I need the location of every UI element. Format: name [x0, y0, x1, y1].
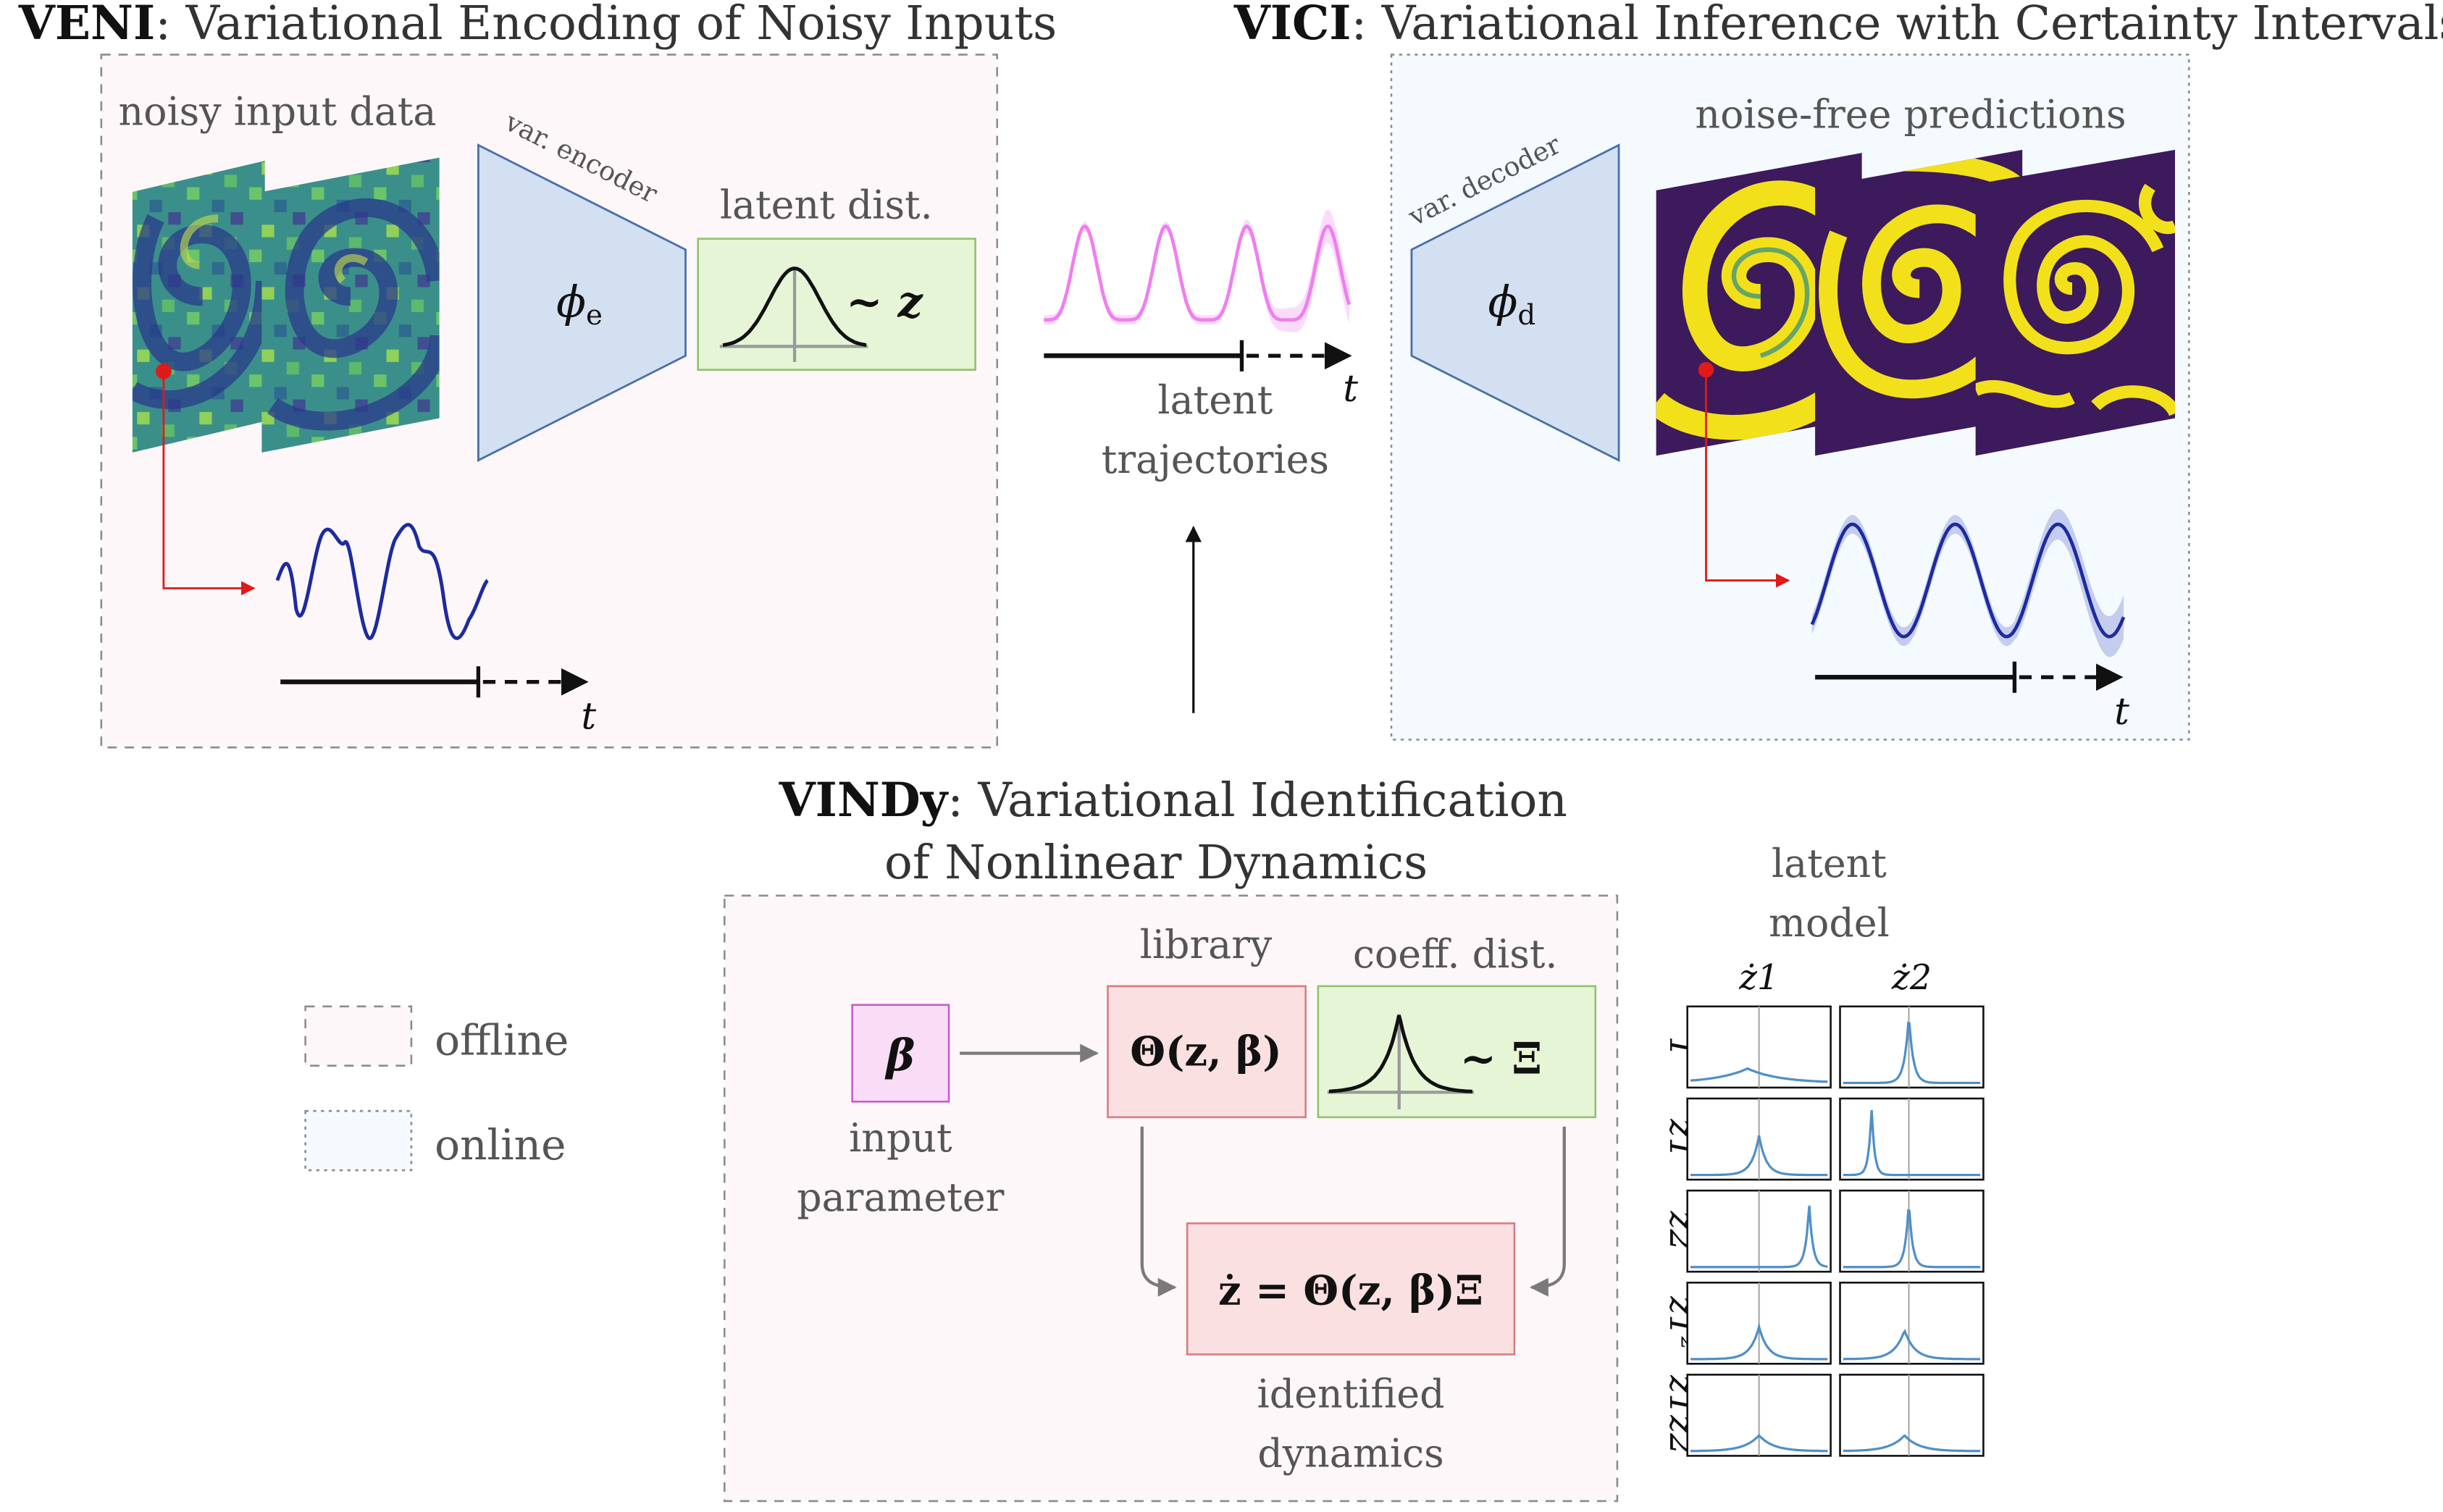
latent-model-cell — [1839, 1281, 1985, 1365]
latent-dist-label: latent dist. — [720, 182, 933, 228]
latent-time-symbol: t — [1343, 367, 1358, 411]
dynamics-label-2: dynamics — [1257, 1430, 1443, 1476]
latent-model-cell — [1839, 1374, 1985, 1457]
latent-model-column-header: ż2 — [1891, 958, 1932, 998]
vindy-title: VINDy: Variational Identification — [779, 773, 1567, 828]
latent-trajectory-curve — [1044, 224, 1352, 322]
latent-trajectories-label-1: latent — [1157, 377, 1273, 423]
latent-model-distribution-curve — [1843, 1434, 1981, 1453]
decoder-symbol: ϕd — [1488, 277, 1535, 332]
coeff-dist-symbol: ~ Ξ — [1460, 1033, 1543, 1084]
dynamics-expression: ż = Θ(z, β)Ξ — [1218, 1267, 1483, 1314]
latent-model-title-2: model — [1769, 900, 1890, 946]
legend-online-swatch — [304, 1109, 413, 1172]
predictions-label: noise-free predictions — [1695, 92, 2126, 138]
latent-model-cell — [1839, 1097, 1985, 1181]
latent-model-column-header: ż1 — [1738, 958, 1779, 998]
decoder-trapezoid — [1410, 143, 1620, 462]
probe-arrow-input — [162, 371, 256, 596]
vici-title: VICI: Variational Inference with Certain… — [1233, 0, 2443, 51]
coeff-dist-label: coeff. dist. — [1353, 931, 1558, 977]
latent-model-title-1: latent — [1772, 841, 1887, 886]
latent-model-distribution-curve — [1690, 1205, 1828, 1269]
latent-model-distribution-curve — [1690, 1433, 1828, 1453]
dynamics-label-1: identified — [1257, 1372, 1445, 1417]
library-expression: Θ(z, β) — [1130, 1028, 1281, 1076]
input-label-1: input — [849, 1115, 952, 1161]
library-to-dynamics-arrow — [1140, 1126, 1177, 1297]
veni-title: VENI: Variational Encoding of Noisy Inpu… — [18, 0, 1057, 51]
prediction-mean-curve — [1810, 522, 2126, 639]
legend-offline-swatch — [304, 1005, 413, 1067]
coeff-to-dynamics-arrow — [1529, 1126, 1566, 1297]
noisy-snapshot-2 — [261, 157, 440, 453]
latent-trajectories-label-2: trajectories — [1102, 437, 1329, 482]
latent-dist-symbol: ~ z — [846, 276, 923, 327]
legend-offline-label: offline — [435, 1016, 569, 1065]
latent-model-distribution-curve — [1843, 1021, 1981, 1085]
noisy-signal-curve — [275, 523, 490, 640]
noisy-snapshot-1 — [132, 160, 265, 453]
noisy-input-label: noisy input data — [118, 88, 436, 134]
identified-dynamics-box — [1186, 1222, 1516, 1356]
input-parameter-box — [851, 1004, 950, 1103]
latent-model-distribution-curve — [1690, 1135, 1828, 1177]
prediction-snapshot-3 — [1975, 149, 2176, 456]
encoder-symbol: ϕe — [556, 277, 603, 332]
coeff-dist-box — [1317, 985, 1597, 1119]
latent-model-distribution-curve — [1690, 1067, 1828, 1083]
latent-model-distribution-curve — [1843, 1329, 1981, 1361]
latent-model-distribution-curve — [1843, 1110, 1981, 1177]
vindy-title-line2: of Nonlinear Dynamics — [884, 836, 1428, 890]
latent-dist-box — [697, 238, 976, 371]
library-label: library — [1140, 922, 1273, 967]
gaussian-curve — [722, 266, 867, 348]
beta-symbol: β — [884, 1030, 915, 1081]
input-time-symbol: t — [581, 694, 596, 738]
input-label-2: parameter — [797, 1175, 1004, 1220]
legend-online-label: online — [435, 1120, 566, 1169]
latent-model-distribution-curve — [1690, 1322, 1828, 1361]
library-box — [1107, 985, 1307, 1119]
prediction-snapshot-1 — [1656, 153, 1862, 456]
encoder-trapezoid — [477, 143, 687, 462]
latent-model-distribution-curve — [1843, 1209, 1981, 1269]
laplace-curve — [1328, 1015, 1472, 1093]
probe-arrow-prediction — [1705, 369, 1790, 588]
prediction-time-symbol: t — [2114, 690, 2129, 734]
